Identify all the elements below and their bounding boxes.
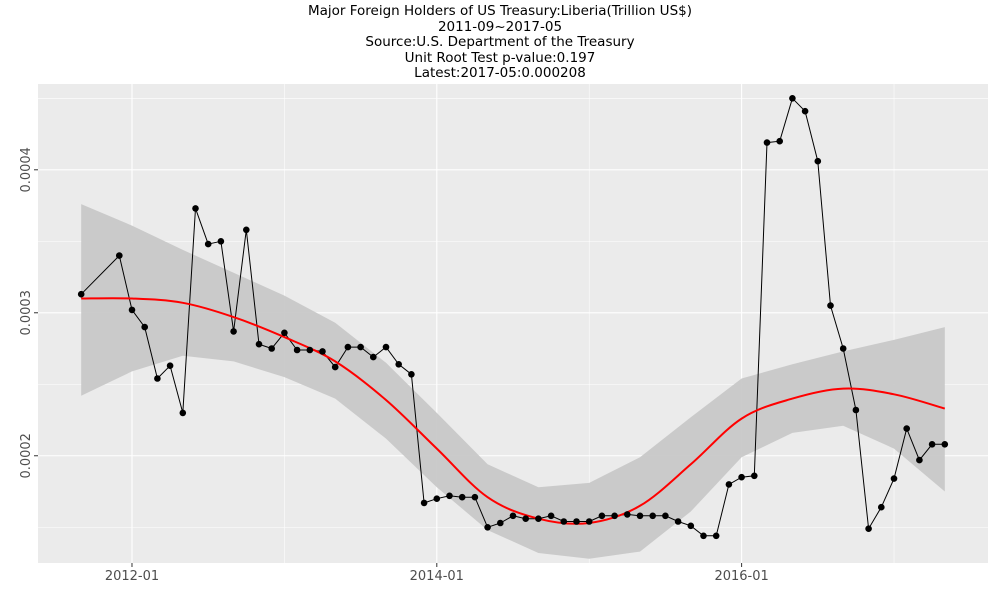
chart-title: Major Foreign Holders of US Treasury:Lib… (307, 3, 692, 19)
data-point (535, 515, 542, 522)
data-point (585, 518, 593, 525)
data-point (446, 492, 453, 500)
data-point (903, 425, 910, 432)
data-point (268, 345, 276, 352)
y-tick-label: 0.0002 (19, 433, 34, 479)
data-point (598, 512, 606, 520)
data-point (814, 157, 822, 165)
y-tick-label: 0.0004 (19, 147, 34, 193)
data-point (649, 512, 656, 520)
data-point (319, 348, 326, 355)
chart-latest-value: Latest:2017-05:0.000208 (414, 65, 586, 82)
data-point (204, 240, 212, 248)
data-point (230, 328, 237, 335)
trend-line (81, 297, 946, 525)
data-point (700, 532, 707, 540)
data-point (916, 456, 923, 464)
data-point (471, 493, 479, 501)
data-point (509, 512, 517, 520)
data-point (687, 522, 695, 530)
data-point (281, 329, 288, 337)
data-point (357, 343, 364, 351)
chart-source: Source:U.S. Department of the Treasury (365, 34, 635, 51)
data-point (547, 512, 555, 520)
data-point (865, 525, 872, 532)
data-point (789, 95, 796, 102)
data-point (878, 503, 885, 511)
grid-lines (38, 84, 988, 563)
data-point (738, 473, 745, 481)
data-point (458, 493, 466, 501)
data-point (179, 409, 187, 417)
data-point (433, 495, 441, 503)
data-point (712, 532, 720, 540)
data-point (928, 441, 936, 448)
data-point (128, 306, 136, 314)
data-point (293, 346, 301, 354)
data-point (154, 375, 161, 382)
chart-titles: Major Foreign Holders of US Treasury:Lib… (0, 3, 1000, 82)
data-point (395, 361, 403, 368)
data-point (522, 515, 529, 522)
x-tick-label: 2012-01 (105, 569, 159, 584)
data-point (382, 343, 390, 351)
data-point (827, 302, 834, 309)
y-tick-label: 0.0003 (19, 290, 34, 336)
data-point (636, 512, 644, 520)
data-point (344, 343, 352, 351)
data-point (611, 512, 618, 520)
data-point (839, 345, 847, 352)
data-point (497, 519, 504, 527)
data-point (306, 346, 314, 354)
data-point (77, 290, 85, 298)
data-point (116, 252, 123, 259)
data-point (662, 512, 669, 520)
data-point (890, 475, 898, 482)
data-point (852, 406, 860, 414)
data-point (751, 472, 758, 480)
data-point (725, 481, 733, 488)
data-point (331, 363, 339, 371)
x-tick-label: 2014-01 (410, 569, 464, 584)
data-point (420, 499, 428, 507)
data-point (166, 362, 174, 370)
chart-unit-root-test: Unit Root Test p-value:0.197 (404, 49, 596, 66)
data-point (408, 371, 415, 378)
data-point (573, 518, 580, 525)
axes: 2012-01 2014-01 2016-01 0.0002 0.0003 0.0004 (19, 147, 769, 584)
x-tick-label: 2016-01 (714, 569, 768, 584)
data-point (776, 137, 783, 145)
chart-date-range: 2011-09~2017-05 (437, 18, 563, 35)
data-point (801, 107, 809, 115)
data-point (255, 340, 263, 348)
data-point (560, 518, 568, 525)
data-point (624, 511, 631, 518)
data-point (941, 441, 949, 448)
data-points (77, 95, 949, 540)
data-point (141, 323, 148, 331)
data-point (674, 518, 682, 525)
data-point (243, 226, 250, 234)
data-point (484, 524, 491, 531)
data-point (763, 139, 771, 146)
data-point (217, 238, 225, 245)
data-point (370, 353, 377, 361)
confidence-band (81, 204, 945, 559)
data-point (192, 205, 199, 212)
